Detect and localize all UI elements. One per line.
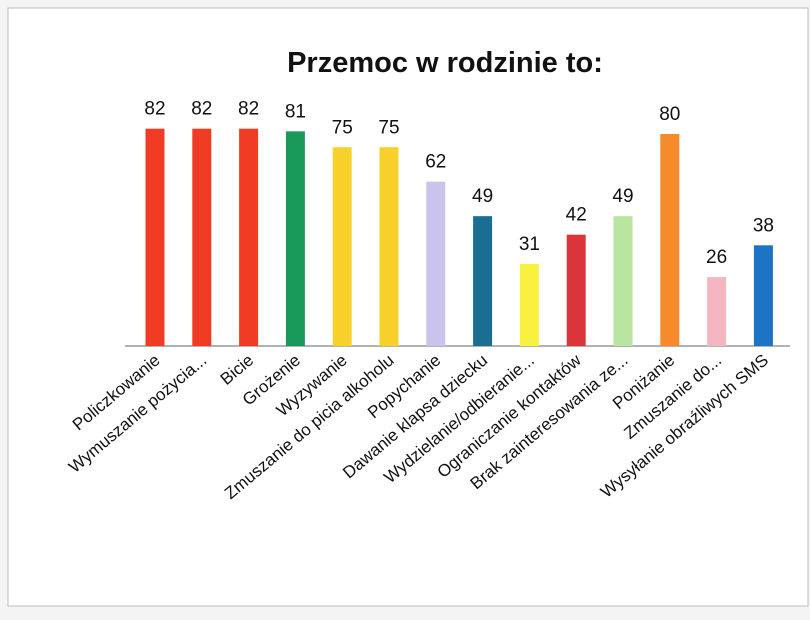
data-label: 75	[332, 117, 353, 138]
bar	[660, 134, 680, 346]
data-label: 49	[472, 186, 493, 207]
bar	[332, 147, 352, 346]
bar	[753, 245, 773, 346]
data-label: 82	[238, 99, 259, 120]
bar	[239, 128, 259, 346]
data-label: 26	[706, 247, 727, 268]
chart-title: Przemoc w rodzinie to:	[287, 47, 603, 79]
bar	[566, 234, 586, 346]
data-label: 42	[566, 205, 587, 226]
data-label: 38	[753, 215, 774, 236]
bar	[473, 216, 493, 346]
data-label: 80	[659, 104, 680, 125]
data-label: 31	[519, 234, 540, 255]
bar	[519, 263, 539, 346]
bar	[707, 277, 727, 346]
bar	[192, 128, 212, 346]
bar	[613, 216, 633, 346]
bar	[285, 131, 305, 346]
data-label: 82	[191, 99, 212, 120]
bar	[145, 128, 165, 346]
bar	[426, 181, 446, 346]
data-label: 49	[612, 186, 633, 207]
data-label: 81	[285, 101, 306, 122]
bar	[379, 147, 399, 346]
data-label: 75	[378, 117, 399, 138]
data-label: 82	[144, 99, 165, 120]
chart-frame	[7, 7, 809, 607]
data-label: 62	[425, 152, 446, 173]
